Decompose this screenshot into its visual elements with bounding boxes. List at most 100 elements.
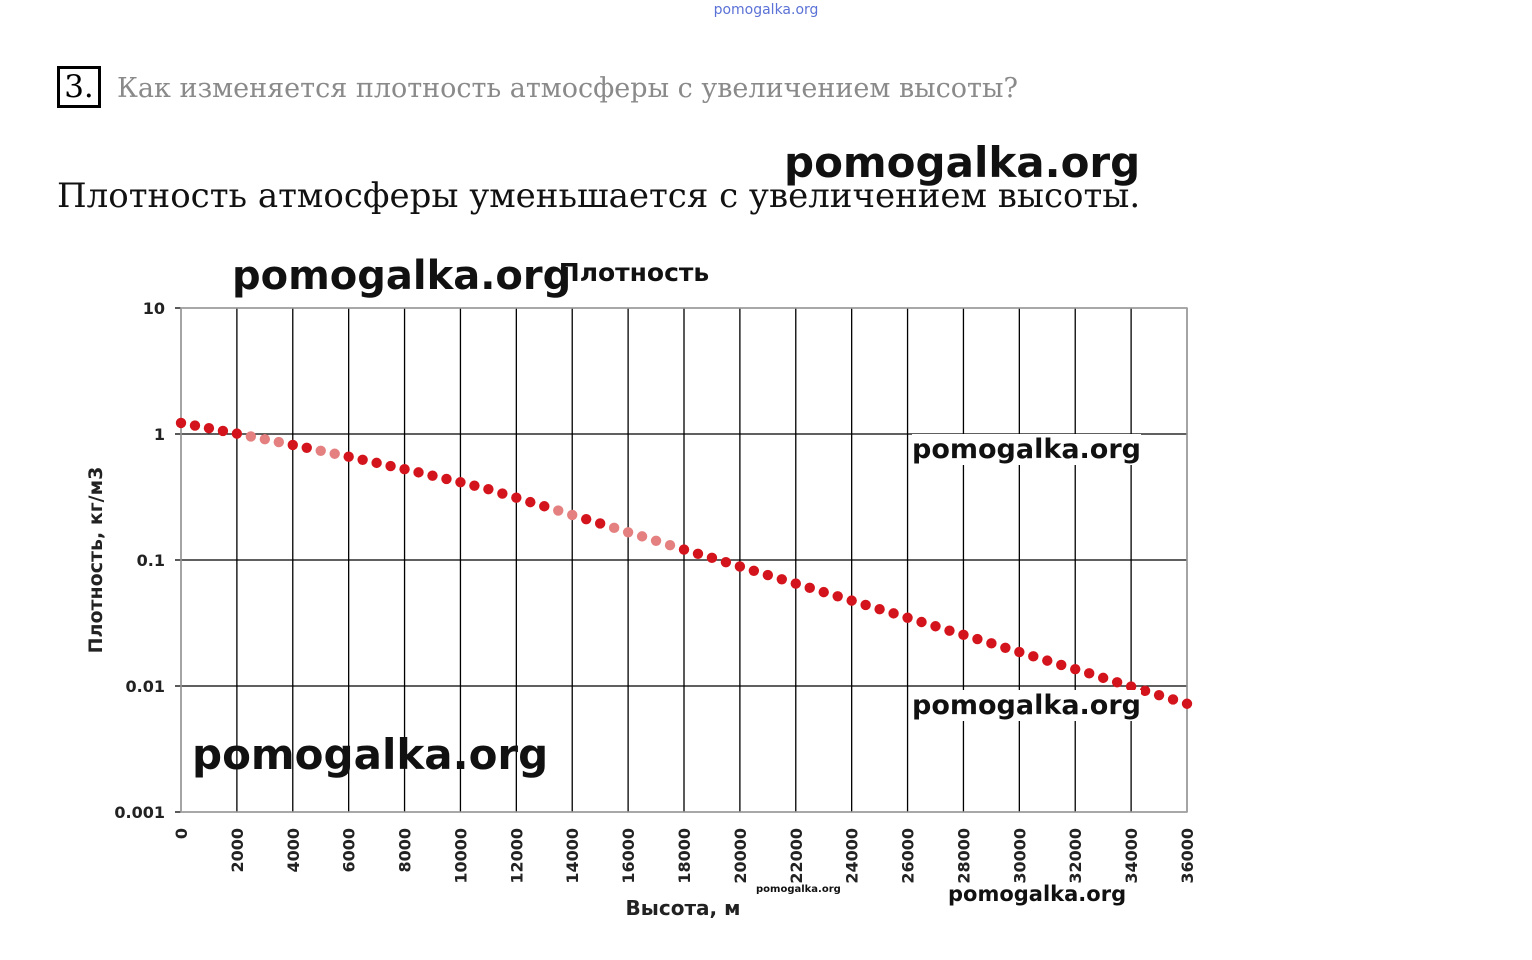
data-point: [944, 625, 955, 636]
x-tick-label: 4000: [284, 828, 303, 873]
data-point: [1083, 668, 1095, 679]
data-point: [762, 569, 774, 581]
y-tick-label: 0.001: [114, 803, 165, 822]
data-point: [1111, 677, 1123, 688]
x-tick-label: 36000: [1178, 828, 1197, 884]
watermark-plot-left: pomogalka.org: [192, 730, 549, 779]
data-point: [776, 574, 788, 585]
chart-title: Плотность: [559, 258, 709, 287]
data-point: [1167, 694, 1179, 705]
data-point: [580, 513, 592, 525]
y-tick-label: 10: [143, 299, 165, 318]
data-point: [874, 603, 885, 615]
data-point: [315, 445, 326, 456]
data-point: [217, 425, 229, 437]
data-point: [371, 457, 382, 469]
data-point: [175, 417, 187, 429]
y-tick-label: 1: [154, 425, 165, 444]
y-tick-labels: 10 1 0.1 0.01 0.001: [114, 299, 165, 822]
data-point: [1028, 651, 1039, 662]
data-point: [734, 561, 746, 572]
data-point: [972, 633, 983, 645]
data-point: [636, 531, 648, 542]
data-point: [720, 556, 732, 568]
data-point: [455, 477, 466, 488]
data-point: [706, 552, 718, 564]
data-point: [539, 501, 550, 512]
x-tick-labels: 0 2000 4000 6000 8000 10000 12000 14000 16000 180…: [172, 828, 1197, 884]
data-point: [930, 621, 941, 632]
x-tick-label: 0: [172, 828, 191, 839]
data-point: [1070, 663, 1081, 675]
question-text: Как изменяется плотность атмосферы с уве…: [117, 73, 1018, 104]
x-tick-label: 32000: [1066, 828, 1085, 884]
plot-area-border: [180, 307, 1188, 813]
x-tick-label: 16000: [619, 828, 638, 884]
x-tick-label: 2000: [228, 828, 247, 873]
data-point: [790, 578, 801, 589]
data-point: [1139, 685, 1151, 697]
y-tick-label: 0.1: [137, 551, 165, 570]
x-tick-label: 14000: [563, 828, 582, 884]
data-point: [329, 448, 340, 459]
x-tick-label: 28000: [954, 828, 973, 884]
data-point: [441, 473, 452, 485]
data-point: [497, 488, 508, 499]
y-tick-label: 0.01: [126, 677, 165, 696]
x-tick-label: 20000: [731, 828, 750, 884]
x-tick-label: 34000: [1122, 828, 1141, 884]
data-point: [902, 612, 913, 623]
data-point: [1125, 681, 1137, 692]
data-point: [357, 454, 368, 466]
x-tick-label: 22000: [787, 828, 806, 884]
x-tick-label: 10000: [451, 828, 470, 884]
watermark-top: pomogalka.org: [713, 2, 819, 18]
data-point: [664, 540, 676, 551]
data-point: [608, 522, 620, 534]
data-point: [594, 518, 606, 529]
watermark-title: pomogalka.org: [232, 253, 572, 299]
x-tick-label: 8000: [396, 828, 415, 873]
watermark-answer: pomogalka.org: [784, 138, 1141, 187]
data-point: [818, 586, 829, 598]
data-point: [958, 629, 969, 640]
data-point: [1014, 646, 1025, 658]
data-point: [1056, 659, 1067, 671]
data-point: [804, 582, 815, 594]
x-tick-label: 30000: [1010, 828, 1029, 884]
x-tick-label: 24000: [843, 828, 862, 884]
data-point: [678, 544, 690, 555]
x-tick-label: 18000: [675, 828, 694, 884]
data-point: [231, 428, 243, 439]
data-point: [860, 599, 871, 611]
watermark-bottom-right: pomogalka.org: [948, 882, 1127, 906]
data-point: [567, 509, 578, 521]
data-point: [483, 483, 494, 495]
data-point: [888, 608, 899, 619]
data-point: [525, 496, 536, 508]
x-tick-label: 6000: [340, 828, 359, 873]
data-point: [427, 470, 438, 481]
x-tick-label: 12000: [507, 828, 526, 884]
y-axis-label: Плотность, кг/м3: [85, 467, 107, 654]
data-point: [469, 480, 480, 491]
data-point: [189, 420, 201, 431]
data-point: [748, 565, 760, 576]
data-point: [245, 431, 257, 442]
answer-text: Плотность атмосферы уменьшается с увелич…: [57, 176, 1141, 216]
data-point: [273, 436, 285, 448]
data-point: [203, 422, 215, 434]
watermark-small: pomogalka.org: [756, 884, 841, 895]
data-point: [832, 591, 843, 602]
data-point: [692, 548, 704, 559]
data-point: [622, 527, 634, 538]
data-point: [287, 439, 298, 451]
x-tick-label: 26000: [899, 828, 918, 884]
data-point: [385, 460, 396, 472]
watermark-plot-upper: pomogalka.org: [912, 434, 1141, 465]
data-point: [1097, 672, 1109, 684]
data-points: [175, 417, 1193, 709]
data-point: [511, 492, 522, 503]
data-point: [1042, 655, 1053, 666]
